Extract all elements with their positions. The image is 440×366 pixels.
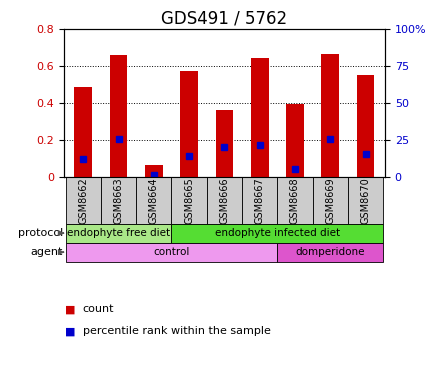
Bar xyxy=(74,87,92,177)
FancyBboxPatch shape xyxy=(207,177,242,224)
FancyBboxPatch shape xyxy=(172,224,383,243)
FancyBboxPatch shape xyxy=(66,224,172,243)
Bar xyxy=(145,165,163,177)
FancyBboxPatch shape xyxy=(313,177,348,224)
Bar xyxy=(286,104,304,177)
Text: ■: ■ xyxy=(65,304,76,314)
Text: endophyte infected diet: endophyte infected diet xyxy=(215,228,340,238)
Text: GSM8667: GSM8667 xyxy=(255,177,265,224)
Bar xyxy=(180,71,198,177)
Text: GSM8670: GSM8670 xyxy=(361,177,370,224)
FancyBboxPatch shape xyxy=(101,177,136,224)
Text: GSM8669: GSM8669 xyxy=(325,177,335,224)
FancyBboxPatch shape xyxy=(66,177,101,224)
Text: GSM8666: GSM8666 xyxy=(220,177,229,224)
Text: domperidone: domperidone xyxy=(296,247,365,257)
Text: GSM8664: GSM8664 xyxy=(149,177,159,224)
FancyBboxPatch shape xyxy=(172,177,207,224)
Bar xyxy=(216,110,233,177)
Text: GSM8665: GSM8665 xyxy=(184,177,194,224)
FancyBboxPatch shape xyxy=(277,243,383,262)
FancyBboxPatch shape xyxy=(136,177,172,224)
Bar xyxy=(357,75,374,177)
Text: percentile rank within the sample: percentile rank within the sample xyxy=(83,326,271,336)
FancyBboxPatch shape xyxy=(348,177,383,224)
FancyBboxPatch shape xyxy=(277,177,313,224)
Bar xyxy=(251,58,268,177)
FancyBboxPatch shape xyxy=(66,243,277,262)
Text: control: control xyxy=(153,247,190,257)
Text: GSM8662: GSM8662 xyxy=(78,177,88,224)
Text: GSM8668: GSM8668 xyxy=(290,177,300,224)
Text: ■: ■ xyxy=(65,326,76,336)
Text: endophyte free diet: endophyte free diet xyxy=(67,228,170,238)
Text: count: count xyxy=(83,304,114,314)
FancyBboxPatch shape xyxy=(242,177,277,224)
Title: GDS491 / 5762: GDS491 / 5762 xyxy=(161,10,287,28)
Text: protocol: protocol xyxy=(18,228,63,238)
Text: GSM8663: GSM8663 xyxy=(114,177,124,224)
Bar xyxy=(322,54,339,177)
Text: agent: agent xyxy=(31,247,63,257)
Bar xyxy=(110,55,127,177)
